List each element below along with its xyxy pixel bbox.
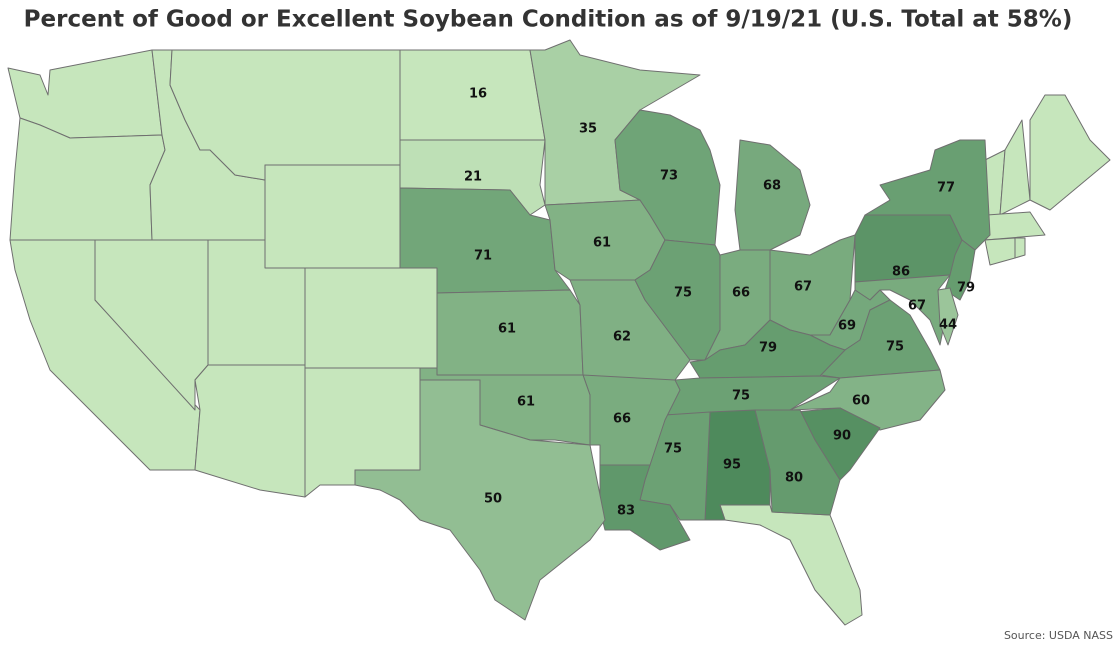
state [984, 237, 1016, 266]
state [734, 139, 811, 251]
value-label: 73 [660, 169, 678, 184]
state [634, 239, 721, 361]
state [999, 119, 1031, 216]
state [689, 319, 846, 379]
state-labels: 16 21 35 71 61 73 68 61 62 75 66 67 86 77 79 67 44 69 75 79… [464, 87, 975, 519]
map-title: Percent of Good or Excellent Soybean Con… [24, 7, 1073, 33]
state [399, 187, 571, 294]
value-label: 62 [613, 330, 631, 345]
state [304, 267, 438, 369]
value-label: 21 [464, 170, 482, 185]
value-label: 69 [838, 319, 856, 334]
value-label: 61 [593, 236, 611, 251]
data-states [354, 39, 991, 621]
no-data-states [7, 49, 1111, 626]
value-label: 80 [785, 471, 803, 486]
value-label: 75 [674, 286, 692, 301]
value-label: 60 [852, 394, 870, 409]
value-label: 75 [886, 340, 904, 355]
value-label: 68 [763, 179, 781, 194]
state [264, 164, 401, 269]
value-label: 90 [833, 429, 851, 444]
value-label: 67 [908, 299, 926, 314]
state [599, 464, 691, 551]
value-label: 67 [794, 280, 812, 295]
value-label: 79 [957, 281, 975, 296]
value-label: 83 [617, 504, 635, 519]
value-label: 16 [469, 87, 487, 102]
value-label: 66 [613, 412, 631, 427]
state [1029, 94, 1111, 211]
state [354, 379, 606, 621]
state [864, 139, 991, 251]
value-label: 79 [759, 341, 777, 356]
value-label: 71 [474, 249, 492, 264]
state [1014, 237, 1026, 259]
value-label: 77 [937, 181, 955, 196]
value-label: 95 [723, 458, 741, 473]
state [614, 109, 721, 246]
state [719, 504, 863, 626]
value-label: 50 [484, 492, 502, 507]
value-label: 75 [732, 389, 750, 404]
state [704, 409, 771, 521]
value-label: 61 [517, 395, 535, 410]
source: Source: USDA NASS [1004, 629, 1113, 642]
state [937, 287, 959, 346]
value-label: 35 [579, 122, 597, 137]
value-label: 44 [939, 318, 957, 333]
value-label: 66 [732, 286, 750, 301]
state [944, 239, 976, 301]
value-label: 75 [664, 442, 682, 457]
value-label: 61 [498, 322, 516, 337]
state [984, 211, 1046, 241]
state [194, 364, 306, 498]
value-label: 86 [892, 265, 910, 280]
